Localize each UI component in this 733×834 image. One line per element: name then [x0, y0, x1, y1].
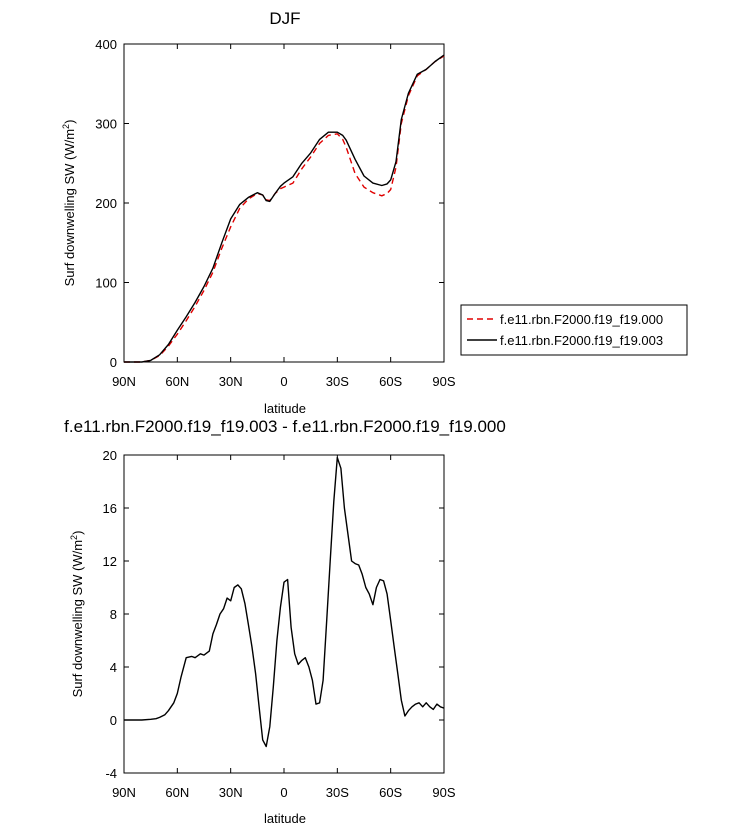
- bottom-y-tick-label: 0: [110, 713, 117, 728]
- bottom-panel: f.e11.rbn.F2000.f19_f19.003 - f.e11.rbn.…: [64, 417, 506, 826]
- bottom-y-tick-label: -4: [105, 766, 117, 781]
- top-chart-title: DJF: [269, 9, 300, 28]
- bottom-x-ticks: 90N 60N 30N 0 30S 60S 90S: [112, 455, 456, 800]
- bottom-x-tick-label: 90S: [432, 785, 455, 800]
- top-x-tick-label: 0: [280, 374, 287, 389]
- top-y-ticks: 0 100 200 300 400: [95, 37, 444, 370]
- top-y-tick-label: 100: [95, 276, 117, 291]
- bottom-y-tick-label: 4: [110, 660, 117, 675]
- top-x-tick-label: 90S: [432, 374, 455, 389]
- bottom-x-tick-label: 60S: [379, 785, 402, 800]
- bottom-y-tick-label: 12: [103, 554, 117, 569]
- top-x-tick-label: 60S: [379, 374, 402, 389]
- legend-box: [460, 304, 688, 356]
- top-x-tick-label: 90N: [112, 374, 136, 389]
- top-x-ticks: 90N 60N 30N 0 30S 60S 90S: [112, 44, 456, 389]
- top-y-tick-label: 200: [95, 196, 117, 211]
- legend-label-series-003: f.e11.rbn.F2000.f19_f19.003: [500, 333, 663, 348]
- bottom-y-tick-label: 20: [103, 448, 117, 463]
- bottom-x-axis-label: latitude: [264, 811, 306, 826]
- bottom-x-tick-label: 90N: [112, 785, 136, 800]
- top-series: [124, 54, 445, 363]
- top-x-axis-label: latitude: [264, 401, 306, 416]
- bottom-y-axis-label: Surf downwelling SW (W/m2): [69, 531, 85, 698]
- top-series-line-2: [124, 54, 445, 363]
- bottom-x-tick-label: 30S: [326, 785, 349, 800]
- top-x-tick-label: 30S: [326, 374, 349, 389]
- bottom-x-tick-label: 60N: [165, 785, 189, 800]
- bottom-x-tick-label: 30N: [219, 785, 243, 800]
- top-y-tick-label: 400: [95, 37, 117, 52]
- top-series-line-1: [124, 55, 445, 363]
- bottom-y-ticks: -4 0 4 8 12 16 20: [103, 448, 444, 781]
- top-panel: DJF 0 100 200 300 400 90N 60N 30N 0 30S 60S 90S la…: [61, 9, 688, 416]
- bottom-series-line-1: [124, 456, 445, 748]
- top-x-tick-label: 60N: [165, 374, 189, 389]
- legend: f.e11.rbn.F2000.f19_f19.000 f.e11.rbn.F2…: [460, 304, 688, 356]
- bottom-y-tick-label: 16: [103, 501, 117, 516]
- top-y-tick-label: 300: [95, 117, 117, 132]
- bottom-chart-title: f.e11.rbn.F2000.f19_f19.003 - f.e11.rbn.…: [64, 417, 506, 436]
- legend-label-series-000: f.e11.rbn.F2000.f19_f19.000: [500, 312, 663, 327]
- top-y-tick-label: 0: [110, 355, 117, 370]
- bottom-y-tick-label: 8: [110, 607, 117, 622]
- top-x-tick-label: 30N: [219, 374, 243, 389]
- top-plot-frame: [123, 43, 445, 363]
- bottom-plot-frame: [123, 454, 445, 774]
- top-y-axis-label: Surf downwelling SW (W/m2): [61, 120, 77, 287]
- bottom-series: [124, 456, 445, 748]
- bottom-x-tick-label: 0: [280, 785, 287, 800]
